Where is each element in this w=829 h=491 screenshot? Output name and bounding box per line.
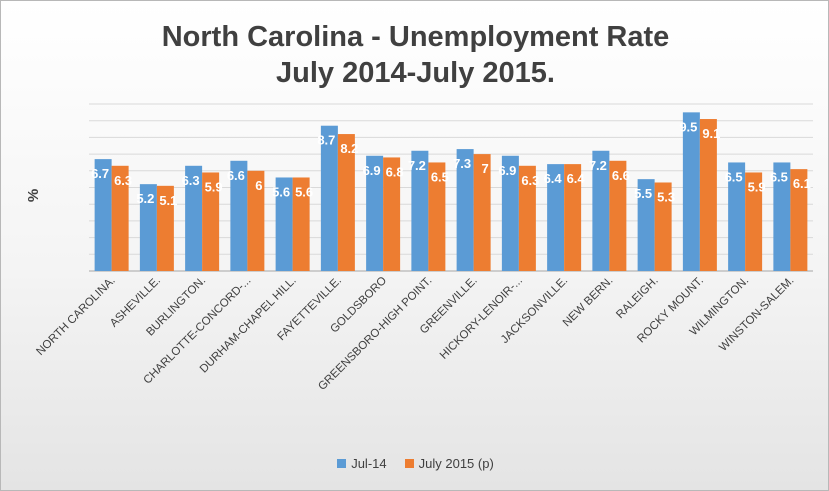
bar-1-13 <box>637 179 655 271</box>
bar-2-16 <box>790 169 808 271</box>
x-tick-labels: NORTH CAROLINA.ASHEVILLE.BURLINGTON.CHAR… <box>34 275 796 393</box>
data-label: 6.5 <box>725 169 743 184</box>
x-tick-label: DURHAM-CHAPEL HILL. <box>198 275 299 376</box>
chart-title: North Carolina - Unemployment Rate July … <box>1 19 829 91</box>
bar-2-15 <box>745 172 763 271</box>
bar-2-7 <box>383 157 401 271</box>
data-label: 5.6 <box>272 184 290 199</box>
bar-2-5 <box>292 177 310 271</box>
data-label: 6.5 <box>431 169 449 184</box>
data-label: 5.6 <box>295 184 313 199</box>
bar-2-4 <box>247 170 265 271</box>
data-label: 6.7 <box>91 166 109 181</box>
bar-1-8 <box>411 150 429 271</box>
data-labels: 6.7 6.3 5.2 5.1 6.3 5.9 6.6 6 5.6 5.6 8.7 8.2 6.9 6.8… <box>91 119 811 207</box>
bar-1-14 <box>682 112 700 271</box>
chart-title-line1: North Carolina - Unemployment Rate <box>161 21 670 53</box>
bar-2-6 <box>337 134 355 271</box>
data-label: 6.1 <box>793 176 811 191</box>
data-label: 5.5 <box>634 186 652 201</box>
data-label: 9.5 <box>679 119 697 134</box>
data-label: 5.1 <box>159 193 177 208</box>
x-tick-label: WINSTON-SALEM. <box>717 275 796 354</box>
legend-item-series-1: Jul-14 <box>337 456 387 471</box>
bar-1-7 <box>366 155 384 271</box>
data-label: 6.9 <box>363 163 381 178</box>
x-tick-label: RALEIGH. <box>614 275 660 321</box>
data-label: 5.3 <box>657 189 675 204</box>
bar-1-15 <box>728 162 746 271</box>
bar-1-5 <box>275 177 293 271</box>
data-label: 7.2 <box>408 158 426 173</box>
bar-2-8 <box>428 162 446 271</box>
data-label: 5.9 <box>748 179 766 194</box>
data-label: 6.6 <box>227 168 245 183</box>
bar-1-1 <box>94 159 112 271</box>
data-label: 6.4 <box>567 171 586 186</box>
data-label: 6 <box>255 178 262 193</box>
data-label: 8.7 <box>317 133 335 148</box>
bar-2-14 <box>699 119 717 271</box>
bar-2-9 <box>473 154 491 271</box>
data-label: 6.8 <box>386 164 404 179</box>
data-label: 7.2 <box>589 158 607 173</box>
data-label: 6.3 <box>114 173 132 188</box>
legend-label-series-2: July 2015 (p) <box>418 456 494 471</box>
bar-1-9 <box>456 149 474 271</box>
bar-chart-plot: 6.7 6.3 5.2 5.1 6.3 5.9 6.6 6 5.6 5.6 8.7 8.2 6.9 6.8… <box>34 103 813 393</box>
bar-1-16 <box>773 162 791 271</box>
bar-2-10 <box>518 165 536 271</box>
data-label: 6.9 <box>498 163 516 178</box>
bar-2-1 <box>111 165 129 271</box>
bar-2-13 <box>654 182 672 271</box>
legend-swatch-series-1 <box>337 459 347 468</box>
bar-2-3 <box>202 172 220 271</box>
data-label: 5.9 <box>205 179 223 194</box>
legend-label-series-1: Jul-14 <box>351 456 387 471</box>
data-label: 7.3 <box>453 156 471 171</box>
data-label: 6.5 <box>770 169 788 184</box>
x-tick-label: NORTH CAROLINA. <box>34 275 117 358</box>
chart-title-line2: July 2014-July 2015. <box>276 57 555 89</box>
data-label: 9.1 <box>702 126 720 141</box>
legend-item-series-2: July 2015 (p) <box>404 456 494 471</box>
data-label: 5.2 <box>136 191 154 206</box>
x-tick-label: HICKORY-LENOIR-... <box>438 275 525 362</box>
bar-1-6 <box>320 125 338 272</box>
bar-1-10 <box>501 155 519 271</box>
bar-1-3 <box>185 165 203 271</box>
data-label: 6.6 <box>612 168 630 183</box>
data-label: 8.2 <box>340 141 358 156</box>
data-label: 6.3 <box>521 173 539 188</box>
bar-1-4 <box>230 160 248 271</box>
bar-2-2 <box>156 185 174 271</box>
bar-2-11 <box>564 164 582 271</box>
bars <box>94 112 808 272</box>
bar-1-2 <box>139 184 157 271</box>
data-label: 7 <box>482 161 489 176</box>
legend: Jul-14 July 2015 (p) <box>1 456 829 471</box>
data-label: 6.4 <box>544 171 563 186</box>
legend-swatch-series-2 <box>404 459 414 468</box>
bar-1-11 <box>547 164 565 271</box>
bar-2-12 <box>609 160 627 271</box>
data-label: 6.3 <box>182 173 200 188</box>
bar-1-12 <box>592 150 610 271</box>
